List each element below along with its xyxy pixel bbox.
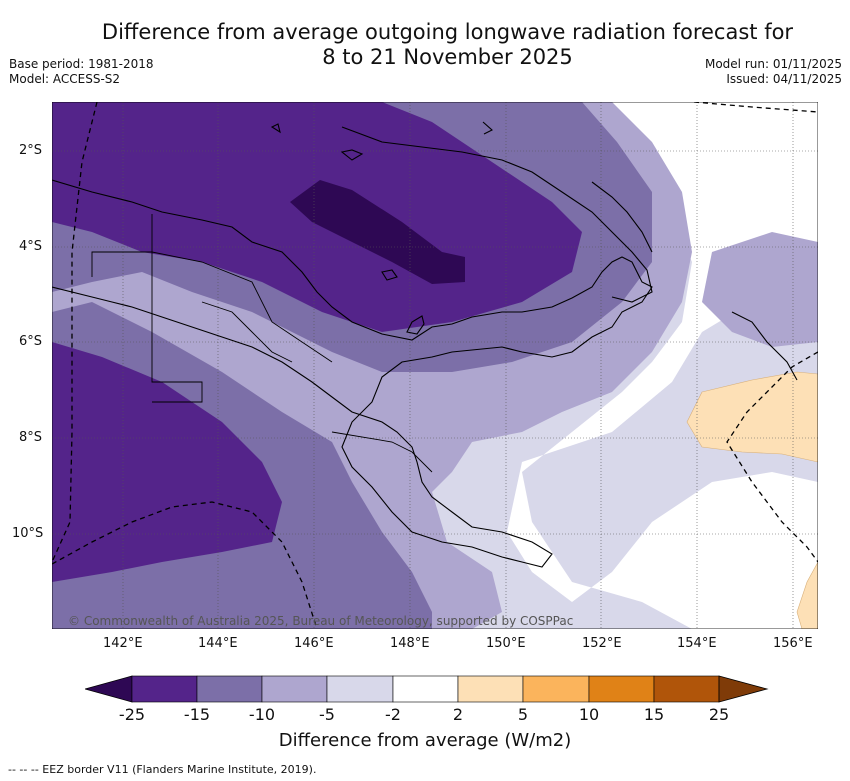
lon-label-156e: 156°E: [773, 636, 813, 651]
eez-borders: [52, 102, 818, 629]
colorbar-segment: [196, 675, 263, 703]
colorbar-segment: [653, 675, 720, 703]
colorbar-segment: [326, 675, 394, 703]
lon-label-152e: 152°E: [582, 636, 622, 651]
lat-label-4s: 4°S: [19, 239, 43, 254]
colorbar-tick: -2: [385, 705, 401, 724]
issued-text: Issued: 04/11/2025: [726, 72, 842, 86]
lat-label-10s: 10°S: [12, 526, 44, 541]
map-panel: © Commonwealth of Australia 2025, Bureau…: [51, 101, 819, 630]
anomaly-region-plus2-south: [796, 561, 818, 629]
lon-label-146e: 146°E: [294, 636, 334, 651]
colorbar-tick: 5: [517, 705, 529, 724]
lon-label-142e: 142°E: [103, 636, 143, 651]
lat-label-2s: 2°S: [19, 143, 43, 158]
colorbar-tick: -5: [319, 705, 335, 724]
colorbar-tick: 25: [708, 705, 730, 724]
admin-borders: [91, 214, 433, 473]
anomaly-region-minus15-south: [52, 342, 282, 582]
colorbar-tick: -25: [118, 705, 146, 724]
colorbar-label: Difference from average (W/m2): [278, 730, 572, 751]
lon-label-154e: 154°E: [677, 636, 717, 651]
colorbar-tick: 2: [452, 705, 464, 724]
colorbar-segment: [588, 675, 655, 703]
colorbar-tick: -15: [183, 705, 211, 724]
eez-footer-note: -- -- -- EEZ border V11 (Flanders Marine…: [8, 763, 317, 776]
coastlines: [52, 121, 798, 568]
olr-anomaly-map: © Commonwealth of Australia 2025, Bureau…: [51, 101, 819, 630]
colorbar-segment: [522, 675, 590, 703]
model-run-text: Model run: 01/11/2025: [704, 57, 842, 71]
anomaly-region-neutral: [507, 102, 818, 629]
colorbar-extend-high: [718, 675, 769, 703]
map-title: Difference from average outgoing longwav…: [0, 20, 850, 70]
colorbar-extend-low: [85, 675, 133, 703]
colorbar-segment: [457, 675, 524, 703]
title-line-2: 8 to 21 November 2025: [322, 45, 573, 69]
lon-label-144e: 144°E: [198, 636, 238, 651]
anomaly-region-plus2: [686, 371, 818, 463]
colorbar-segment: [261, 675, 328, 703]
base-period-text: Base period: 1981-2018: [9, 57, 154, 71]
anomaly-region-east-minus5: [702, 232, 818, 347]
colorbar-tick: -10: [248, 705, 276, 724]
anomaly-region-minus25: [290, 180, 465, 284]
lon-label-150e: 150°E: [486, 636, 526, 651]
colorbar-segment: [131, 675, 198, 703]
model-text: Model: ACCESS-S2: [9, 72, 121, 86]
lon-label-148e: 148°E: [390, 636, 430, 651]
copyright-credit: © Commonwealth of Australia 2025, Bureau…: [68, 614, 573, 628]
metadata-left: Base period: 1981-2018 Model: ACCESS-S2: [9, 57, 154, 87]
colorbar-segment: [392, 675, 459, 703]
title-line-1: Difference from average outgoing longwav…: [101, 20, 794, 44]
lat-label-8s: 8°S: [19, 430, 43, 445]
metadata-right: Model run: 01/11/2025 Issued: 04/11/2025: [705, 57, 842, 87]
gridlines: [52, 102, 818, 629]
colorbar-tick: 10: [578, 705, 600, 724]
colorbar-tick: 15: [643, 705, 665, 724]
colorbar: [85, 675, 769, 703]
lat-label-6s: 6°S: [19, 334, 43, 349]
